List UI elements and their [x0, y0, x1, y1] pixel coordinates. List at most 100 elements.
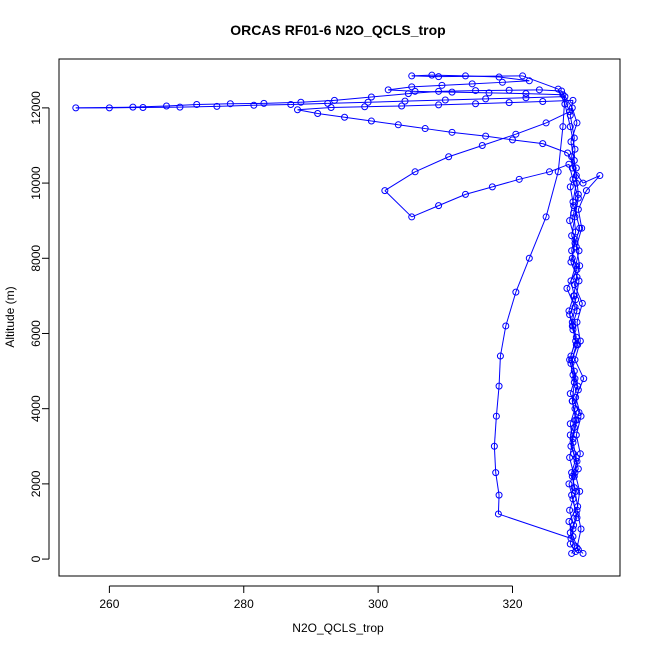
data-point [571, 375, 579, 383]
series-line-segment [166, 103, 197, 107]
data-point [139, 104, 147, 112]
data-point [572, 341, 580, 349]
data-point [408, 83, 416, 91]
data-point [572, 431, 580, 439]
data-point [570, 202, 578, 210]
data-point [384, 86, 392, 94]
series-line-segment [411, 205, 439, 218]
series-line-segment [499, 76, 530, 82]
series-line-segment [509, 100, 543, 104]
series-line-segment [132, 105, 167, 108]
data-point [571, 239, 579, 247]
data-point [573, 544, 581, 552]
data-point [572, 487, 580, 495]
series-line-segment [371, 93, 409, 98]
data-point [502, 322, 510, 330]
data-point [566, 123, 574, 131]
y-tick-label: 0 [29, 555, 43, 562]
series-line-segment [528, 216, 547, 259]
data-point [570, 281, 578, 289]
series-line-segment [485, 97, 526, 100]
series-line-segment [498, 513, 572, 539]
y-axis-label: Altitude (m) [3, 286, 17, 347]
data-point [162, 102, 170, 110]
series-line-segment [493, 446, 497, 473]
data-point [561, 100, 569, 108]
data-point [448, 88, 456, 96]
data-point [576, 450, 584, 458]
data-point [572, 296, 580, 304]
data-point [569, 495, 577, 503]
data-point [573, 307, 581, 315]
series-line-segment [539, 89, 562, 92]
data-point [361, 103, 369, 111]
data-point [250, 101, 258, 109]
data-point [472, 100, 480, 108]
series-line-segment [371, 120, 399, 126]
data-point [522, 94, 530, 102]
data-point [570, 134, 578, 142]
data-point [570, 378, 578, 386]
data-point [571, 356, 579, 364]
data-point [572, 228, 580, 236]
data-point [569, 525, 577, 533]
data-point [566, 183, 574, 191]
series-line-segment [290, 102, 328, 105]
series-line-segment [401, 104, 439, 107]
data-point [567, 360, 575, 368]
data-point [568, 356, 576, 364]
data-point [574, 386, 582, 394]
data-point [568, 164, 576, 172]
series-line-segment [263, 101, 301, 104]
data-point [294, 106, 302, 114]
data-point [570, 423, 578, 431]
data-point [573, 119, 581, 127]
data-point [573, 506, 581, 514]
data-point [542, 213, 550, 221]
data-point [569, 326, 577, 334]
data-point [324, 99, 332, 107]
data-point [577, 412, 585, 420]
data-point [566, 454, 574, 462]
series-line-segment [368, 100, 406, 103]
data-point [572, 510, 580, 518]
series-line-segment [492, 178, 520, 188]
data-point [492, 412, 500, 420]
series-line-segment [545, 171, 559, 218]
data-point [571, 213, 579, 221]
data-point [519, 72, 527, 80]
data-point [561, 93, 569, 101]
data-point [525, 254, 533, 262]
data-point [364, 98, 372, 106]
data-point [559, 123, 567, 131]
data-point [572, 393, 580, 401]
series-line-segment [334, 96, 372, 101]
series-line-segment [431, 74, 466, 77]
data-point [571, 303, 579, 311]
series-line-segment [384, 190, 413, 218]
data-point [525, 77, 533, 85]
data-series [72, 71, 604, 557]
data-point [461, 72, 469, 80]
y-tick-label: 10000 [29, 166, 43, 200]
series-line-segment [569, 126, 576, 150]
data-point [568, 254, 576, 262]
data-point [314, 110, 322, 118]
data-point [445, 153, 453, 161]
x-axis: 260 280 300 320 [99, 585, 523, 611]
data-point [554, 168, 562, 176]
series-line-segment [495, 386, 500, 417]
data-point [381, 187, 389, 195]
data-point [482, 132, 490, 140]
data-point [568, 491, 576, 499]
data-point [582, 187, 590, 195]
series-line-segment [445, 98, 486, 101]
series-line-segment [505, 291, 517, 327]
data-point [580, 375, 588, 383]
series-line-segment [438, 90, 476, 92]
x-axis-label: N2O_QCLS_trop [292, 621, 384, 635]
series-line-segment [297, 107, 332, 111]
data-point [573, 273, 581, 281]
data-point [297, 98, 305, 106]
series-line-segment [465, 186, 493, 195]
